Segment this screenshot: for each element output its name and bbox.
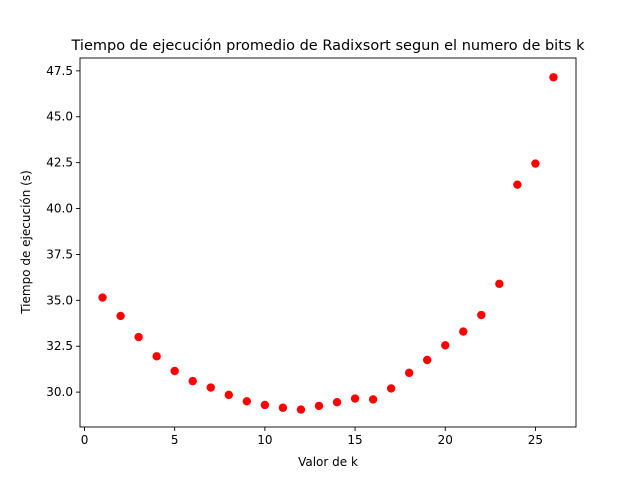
data-point xyxy=(423,355,432,365)
plot-frame xyxy=(79,57,577,428)
x-tick-label: 20 xyxy=(438,433,453,447)
y-tick-label: 32.5 xyxy=(46,339,73,353)
data-point xyxy=(332,398,342,407)
data-point xyxy=(513,180,522,189)
data-point xyxy=(404,368,414,378)
y-tick-label: 42.5 xyxy=(46,156,73,170)
y-tick-label: 37.5 xyxy=(46,247,73,261)
data-point xyxy=(314,401,324,411)
y-tick-label: 40.0 xyxy=(46,202,73,216)
x-tick-label: 10 xyxy=(257,433,272,447)
data-point xyxy=(224,390,233,400)
y-axis-label: Tiempo de ejecución (s) xyxy=(19,170,33,315)
data-point xyxy=(459,327,468,336)
y-tick-label: 35.0 xyxy=(46,293,73,307)
data-point xyxy=(531,159,540,168)
data-point xyxy=(296,405,306,414)
x-tick-label: 5 xyxy=(171,433,179,447)
data-point xyxy=(134,332,143,342)
chart-title: Tiempo de ejecución promedio de Radixsor… xyxy=(71,38,586,54)
y-tick-label: 30.0 xyxy=(46,385,73,399)
data-point xyxy=(242,397,252,406)
data-points xyxy=(98,73,558,414)
data-point xyxy=(368,395,378,404)
data-point xyxy=(152,352,161,361)
data-point xyxy=(206,383,215,392)
x-tick-label: 15 xyxy=(347,433,362,447)
data-point xyxy=(386,384,396,393)
x-axis-label: Valor de k xyxy=(298,455,358,469)
data-point xyxy=(350,394,360,403)
data-point xyxy=(441,341,450,350)
data-point xyxy=(188,376,197,386)
data-point xyxy=(98,293,107,302)
data-point xyxy=(278,403,288,412)
x-tick-label: 0 xyxy=(81,433,89,447)
data-point xyxy=(116,311,125,321)
data-point xyxy=(260,400,270,410)
y-tick-label: 47.5 xyxy=(46,64,73,78)
y-tick-label: 45.0 xyxy=(46,110,73,124)
x-tick-label: 25 xyxy=(528,433,543,447)
axes: 0 5 10 15 20 25 30.0 32.5 35.0 37.5 40.0 42.5 45.0 47… xyxy=(46,57,577,447)
data-point xyxy=(170,366,179,376)
data-point xyxy=(477,310,486,320)
data-point xyxy=(549,73,558,82)
data-point xyxy=(495,279,504,289)
